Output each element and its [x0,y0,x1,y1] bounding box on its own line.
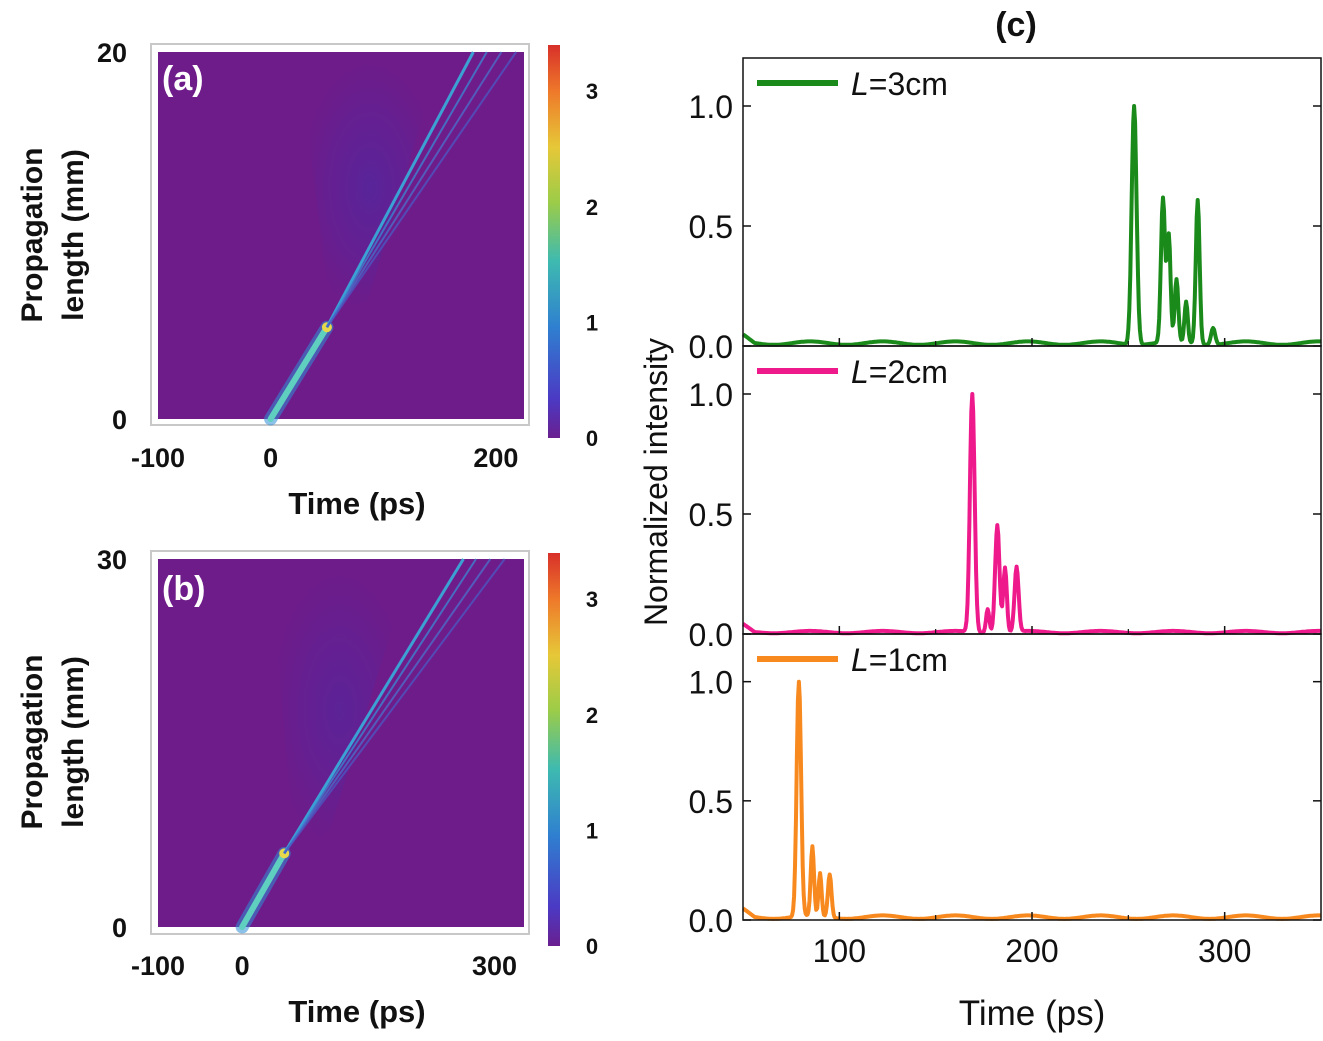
panel-b-colorbar-tick: 3 [586,587,598,612]
panel-a-colorbar-tick: 3 [586,79,598,104]
panel-c-legend-label: L=1cm [851,642,948,678]
panel-c-legend-label: L=2cm [851,354,948,390]
panel-b-colorbar-tick: 0 [586,934,598,959]
panel-a-colorbar-tick: 0 [586,426,598,451]
panel-c-xtick-label: 200 [1005,933,1058,969]
panel-c-subplot: 0.0 0.5 1.0 L=1cm [689,633,1322,939]
panel-c-ytick-label: 0.5 [689,497,733,533]
panel-a-branch [326,51,517,328]
panel-a-xtick-label: 200 [473,443,518,473]
panel-b-ytick-label: 30 [97,545,127,575]
panel-c-subplot-frame [742,57,1322,347]
panel-c-subplot: 0.0 0.5 1.0 L=2cm [689,345,1322,653]
panel-a-branch [326,51,488,328]
panel-c-ytick-label: 1.0 [689,377,733,413]
panel-b-branch [283,558,492,854]
panel-b-soliton-trunk [239,850,288,930]
panel-c-ytick-label: 0.5 [689,784,733,820]
panel-a-ytick-label: 0 [112,405,127,435]
panel-c-xlabel: Time (ps) [959,994,1105,1033]
panel-b-xtick-label: 0 [235,951,250,981]
panel-b-colorbar-tick: 2 [586,703,598,728]
panel-b-ylabel-line2: length (mm) [57,656,90,828]
panel-a-dispersive-wave [300,60,440,315]
panel-a-ylabel-line2: length (mm) [57,149,90,321]
panel-c-ytick-label: 0.0 [689,329,733,365]
panel-c-series-line [741,679,1322,921]
panel-c-series-line [741,104,1322,347]
panel-c-ytick-label: 0.0 [689,903,733,939]
panel-b-branch [282,558,465,855]
panel-c-ytick-label: 1.0 [689,89,733,125]
panel-a-xtick-label: -100 [131,443,185,473]
panel-c-title: (c) [995,6,1037,44]
panel-b-colorbar [548,553,560,946]
panel-a-branch [325,51,475,328]
panel-b-colorbar-tick: 1 [586,818,598,843]
panel-a-colorbar [548,45,560,438]
panel-c-ytick-label: 0.5 [689,209,733,245]
panel-b-branch [283,558,506,854]
panel-c-xtick-label: 100 [813,933,866,969]
panel-a-ytick-label: 20 [97,38,127,68]
panel-a-soliton-trunk [267,324,330,422]
panel-c-subplot: 0.0 0.5 1.0 L=3cm [689,57,1322,365]
panel-a-branch [326,51,503,328]
panel-a-ylabel-line1: Propagation [16,147,49,322]
panel-c-series-line [741,392,1322,636]
panel-b-xtick-label: 300 [472,951,517,981]
panel-b-branch [283,558,477,854]
panel-c-legend-label: L=3cm [851,66,948,102]
panel-b-ylabel-line1: Propagation [16,654,49,829]
panel-b-xlabel: Time (ps) [288,994,425,1029]
panel-a-xlabel: Time (ps) [288,486,425,521]
panel-a-colorbar-tick: 1 [586,310,598,335]
panel-c-ytick-label: 0.0 [689,617,733,653]
panel-a-colorbar-tick: 2 [586,195,598,220]
panel-c-xtick-label: 300 [1198,933,1251,969]
panel-a-label: (a) [162,60,204,98]
panel-b-xtick-label: -100 [131,951,185,981]
panel-b-ytick-label: 0 [112,913,127,943]
panel-c-ylabel: Normalized intensity [638,338,674,626]
panel-b-dispersive-wave [270,570,410,850]
panel-c: (c) 0.0 0.5 1.0 L=3cm 0.0 0.5 1.0 L=2cm 0.0 0.5 1.… [638,6,1322,1033]
panel-b-label: (b) [162,570,205,608]
panel-a-xtick-label: 0 [263,443,278,473]
panel-c-ytick-label: 1.0 [689,665,733,701]
panel-c-subplot-frame [742,345,1322,635]
